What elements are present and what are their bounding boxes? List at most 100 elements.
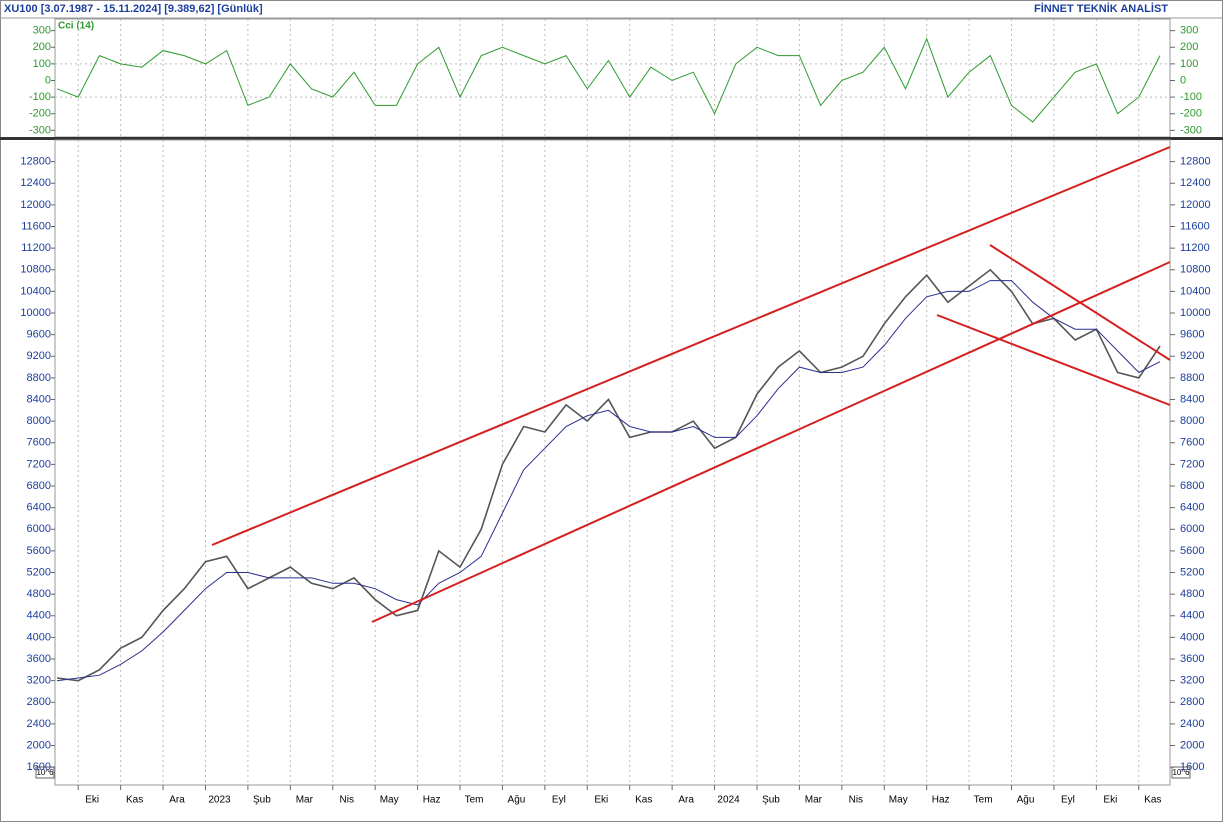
y-tick-label: 11200 [21, 242, 51, 254]
y-tick-label: 8800 [27, 372, 51, 384]
cci-label: Cci (14) [58, 21, 94, 32]
x-tick-label: Şub [762, 795, 780, 806]
x-tick-label: Eki [1103, 795, 1117, 806]
x-tick-label: Tem [465, 795, 484, 806]
y-tick-label-right: 8800 [1180, 372, 1204, 384]
x-tick-label: Haz [932, 795, 950, 806]
y-tick-label: 7600 [27, 437, 51, 449]
y-tick-label-right: 0 [1180, 74, 1186, 86]
y-tick-label: 6400 [27, 502, 51, 514]
axis-note: 10^6 [1172, 768, 1190, 777]
y-tick-label-right: 7600 [1180, 437, 1204, 449]
trend-line [989, 244, 1171, 361]
y-tick-label-right: 2000 [1180, 739, 1204, 751]
x-tick-label: Eki [594, 795, 608, 806]
x-tick-label: Haz [423, 795, 441, 806]
y-tick-label: 100 [33, 58, 51, 70]
y-tick-label: 7200 [27, 458, 51, 470]
x-tick-label: Kas [635, 795, 652, 806]
y-tick-label: 10000 [20, 307, 51, 319]
y-tick-label: 2800 [27, 696, 51, 708]
x-tick-label: Ara [169, 795, 185, 806]
y-tick-label: 6000 [27, 523, 51, 535]
axis-note: 10^6 [36, 768, 54, 777]
y-tick-label: 12800 [20, 156, 51, 168]
y-tick-label-right: 6800 [1180, 480, 1204, 492]
y-tick-label: 8400 [27, 393, 51, 405]
y-tick-label: 300 [33, 25, 51, 37]
y-tick-label-right: 300 [1180, 25, 1198, 37]
y-tick-label: -200 [29, 108, 51, 120]
y-tick-label: 10800 [20, 264, 51, 276]
y-tick-label-right: 10400 [1180, 285, 1211, 297]
x-tick-label: Mar [296, 795, 314, 806]
x-tick-label: Ara [678, 795, 694, 806]
y-tick-label-right: 9600 [1180, 329, 1204, 341]
note-box [1171, 766, 1191, 779]
y-tick-label: 200 [33, 41, 51, 53]
y-tick-label: 3600 [27, 653, 51, 665]
y-tick-label-right: 5200 [1180, 566, 1204, 578]
y-tick-label-right: 1600 [1180, 761, 1204, 773]
series-line [56, 280, 1161, 682]
x-tick-label: Şub [253, 795, 271, 806]
y-tick-label: -300 [29, 124, 51, 136]
y-tick-label: 4000 [27, 631, 51, 643]
x-tick-label: Ağu [508, 795, 526, 806]
header-brand: FİNNET TEKNİK ANALİST [1034, 2, 1168, 15]
y-tick-label-right: 6400 [1180, 502, 1204, 514]
note-box [35, 766, 55, 779]
y-tick-label: 12400 [20, 177, 51, 189]
x-tick-label: Eyl [552, 795, 566, 806]
y-tick-label-right: 12800 [1180, 156, 1211, 168]
y-tick-label-right: 5600 [1180, 545, 1204, 557]
y-tick-label-right: 100 [1180, 58, 1198, 70]
y-tick-label-right: 8400 [1180, 393, 1204, 405]
y-tick-label-right: 6000 [1180, 523, 1204, 535]
y-tick-label: 6800 [27, 480, 51, 492]
y-tick-label: 5200 [27, 566, 51, 578]
y-tick-label: 10400 [20, 285, 51, 297]
y-tick-label-right: 3600 [1180, 653, 1204, 665]
y-tick-label-right: 3200 [1180, 675, 1204, 687]
y-tick-label-right: 7200 [1180, 458, 1204, 470]
x-tick-label: Kas [1144, 795, 1161, 806]
header-title: XU100 [3.07.1987 - 15.11.2024] [9.389,62… [4, 3, 263, 15]
series-line [56, 37, 1161, 123]
price-panel [54, 139, 1171, 786]
y-tick-label-right: 9200 [1180, 350, 1204, 362]
y-tick-label-right: 8000 [1180, 415, 1204, 427]
y-tick-label-right: 10800 [1180, 264, 1211, 276]
y-tick-label-right: 4400 [1180, 610, 1204, 622]
y-tick-label: 2000 [27, 739, 51, 751]
x-tick-label: Kas [126, 795, 143, 806]
x-tick-label: May [380, 795, 399, 806]
cci-panel [54, 18, 1171, 138]
y-tick-label-right: -300 [1180, 124, 1202, 136]
y-tick-label-right: 12400 [1180, 177, 1211, 189]
y-tick-label: 12000 [20, 199, 51, 211]
x-tick-label: Mar [805, 795, 823, 806]
y-tick-label-right: 4000 [1180, 631, 1204, 643]
trend-line [936, 314, 1171, 406]
y-tick-label-right: -200 [1180, 108, 1202, 120]
x-tick-label: Tem [974, 795, 993, 806]
y-tick-label-right: 4800 [1180, 588, 1204, 600]
x-tick-label: Ağu [1017, 795, 1035, 806]
y-tick-label: 4800 [27, 588, 51, 600]
x-tick-label: Eyl [1061, 795, 1075, 806]
y-tick-label: 11600 [21, 220, 51, 232]
y-tick-label: 4400 [27, 610, 51, 622]
y-tick-label-right: 2400 [1180, 718, 1204, 730]
x-tick-label: Nis [340, 795, 354, 806]
y-tick-label: -100 [29, 91, 51, 103]
y-tick-label-right: 11600 [1180, 220, 1210, 232]
x-tick-label: Eki [85, 795, 99, 806]
y-tick-label-right: 11200 [1180, 242, 1210, 254]
y-tick-label-right: 10000 [1180, 307, 1211, 319]
y-tick-label-right: 2800 [1180, 696, 1204, 708]
y-tick-label: 1600 [27, 761, 51, 773]
y-tick-label: 8000 [27, 415, 51, 427]
